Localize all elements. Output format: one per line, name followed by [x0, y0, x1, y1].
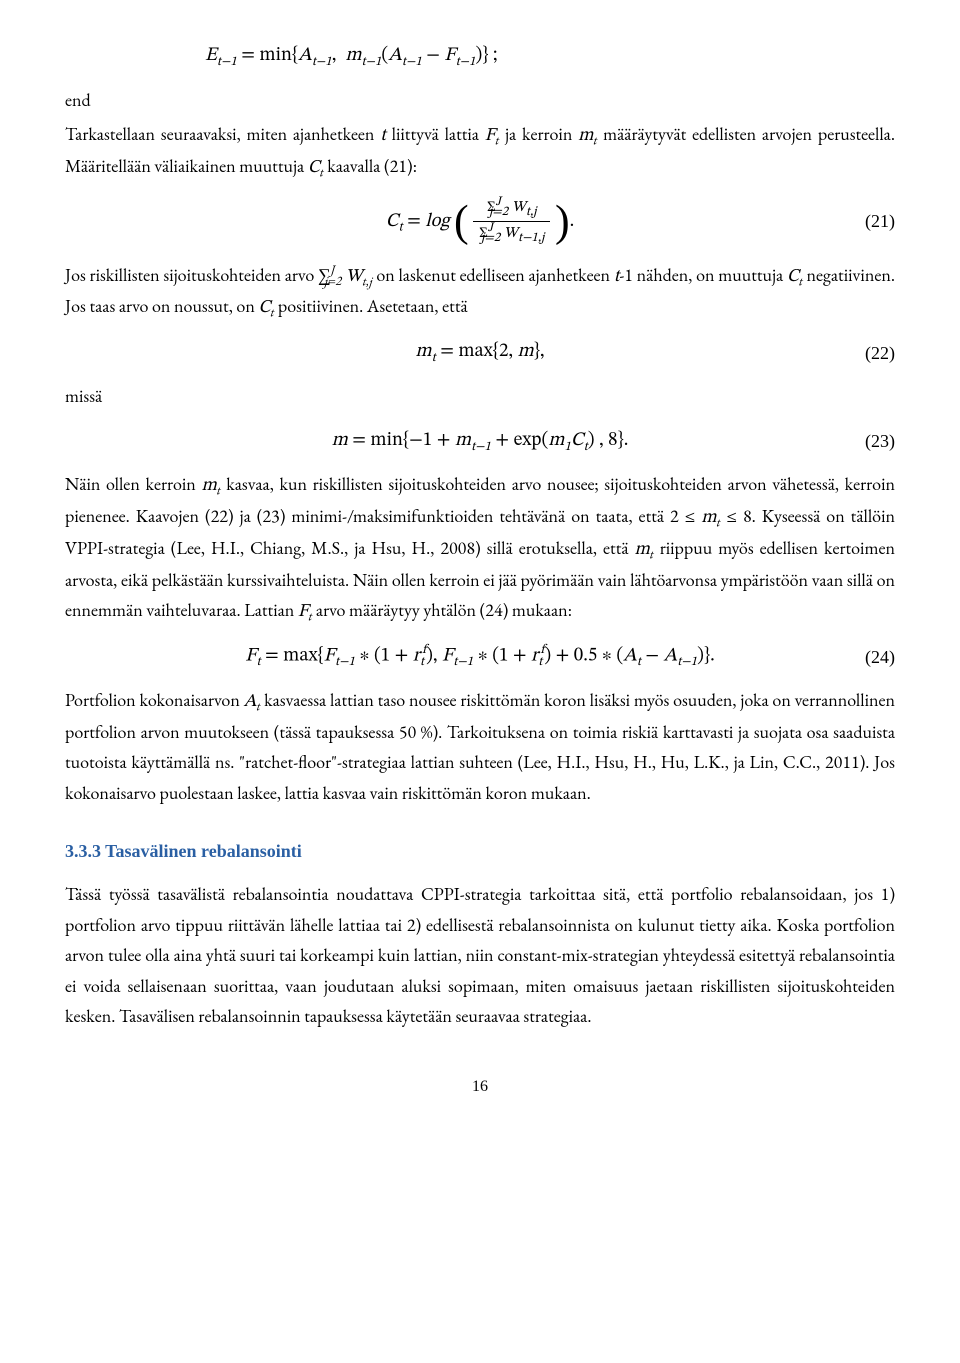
- para-2e: positiivinen. Asetetaan, että: [274, 295, 467, 318]
- para-1: Tarkastellaan seuraavaksi, miten ajanhet…: [65, 120, 895, 183]
- equation-0: Et−1 = min{At−1, mt−1(At−1 − Ft−1)} ;: [65, 40, 895, 74]
- missa: missä: [65, 382, 895, 413]
- equation-21: Ct = log ( ΣJj=2 Wt,j ΣJj=2 Wt−1,j ). (2…: [65, 196, 895, 247]
- para-2: Jos riskillisten sijoituskohteiden arvo …: [65, 259, 895, 324]
- end-keyword: end: [65, 86, 895, 117]
- para-1a: Tarkastellaan seuraavaksi, miten ajanhet…: [65, 123, 380, 146]
- para-1c: ja kerroin: [499, 123, 578, 146]
- para-2a: Jos riskillisten sijoituskohteiden arvo: [65, 264, 318, 287]
- para-5: Tässä työssä tasavälistä rebalansointia …: [65, 880, 895, 1033]
- para-4: Portfolion kokonaisarvon At kasvaessa la…: [65, 686, 895, 809]
- para-3e: arvo määräytyy yhtälön (24) mukaan:: [312, 599, 572, 622]
- para-1e: kaavalla (21):: [324, 155, 417, 178]
- page-number: 16: [65, 1073, 895, 1100]
- eq-21-number: (21): [865, 206, 895, 237]
- para-4a: Portfolion kokonaisarvon: [65, 689, 244, 712]
- equation-22: mt = max{2, m}, (22): [65, 336, 895, 370]
- para-2b: on laskenut edelliseen ajanhetkeen: [373, 264, 614, 287]
- eq-22-number: (22): [865, 338, 895, 369]
- para-3a: Näin ollen kerroin: [65, 473, 201, 496]
- para-1b: liittyvä lattia: [386, 123, 485, 146]
- eq-23-number: (23): [865, 426, 895, 457]
- para-2c: -1 nähden, on muuttuja: [619, 264, 787, 287]
- heading-333: 3.3.3 Tasavälinen rebalansointi: [65, 836, 895, 867]
- equation-23: m = min{−1 + mt−1 + exp(m1Ct) , 8}. (23): [65, 425, 895, 459]
- para-3: Näin ollen kerroin mt kasvaa, kun riskil…: [65, 470, 895, 627]
- equation-24: Ft = max{Ft−1 ∗ (1 + rtf), Ft−1 ∗ (1 + r…: [65, 640, 895, 674]
- eq-24-number: (24): [865, 642, 895, 673]
